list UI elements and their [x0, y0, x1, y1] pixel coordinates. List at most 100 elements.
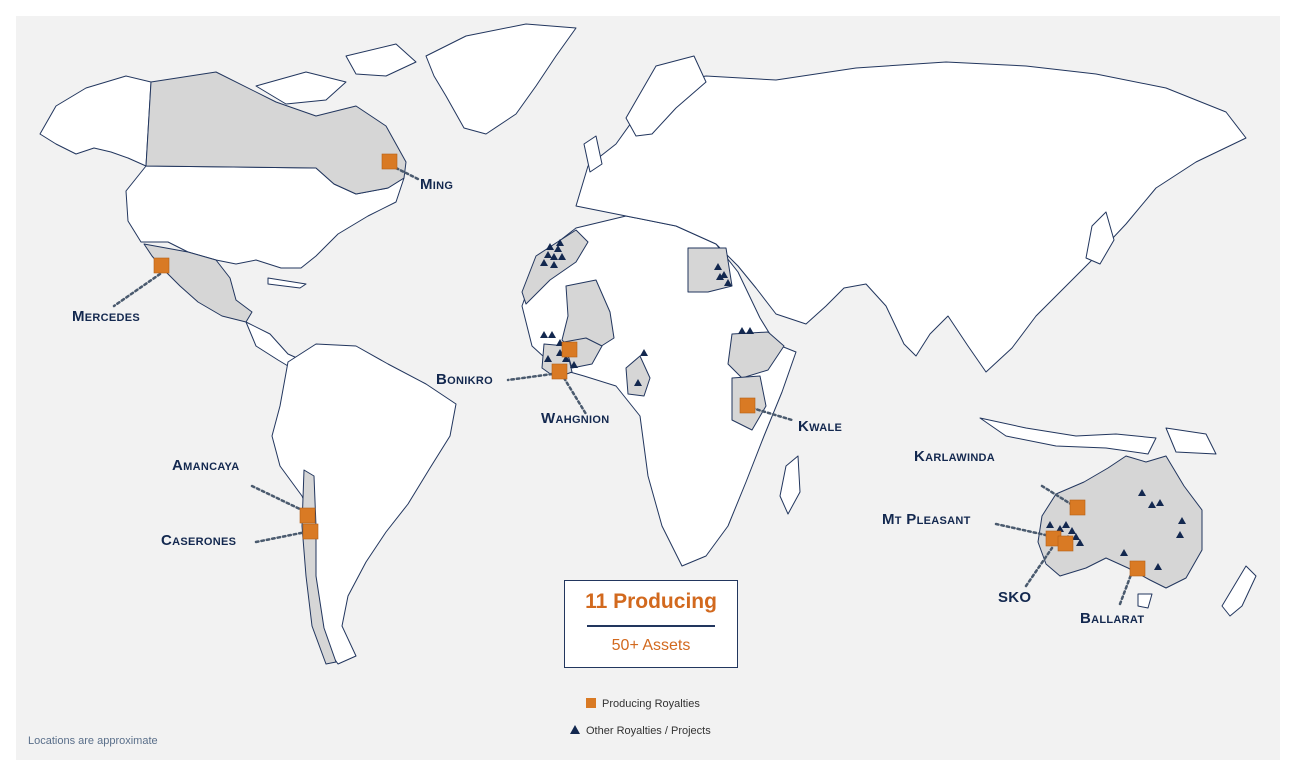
triangle-icon: [544, 355, 552, 362]
label-amancaya: Amancaya: [172, 457, 240, 474]
triangle-icon: [634, 379, 642, 386]
eurasia-shape: [575, 61, 1247, 373]
label-ming: Ming: [420, 176, 454, 193]
japan-shape: [1085, 211, 1115, 265]
triangle-icon: [558, 253, 566, 260]
arctic-islands-shape: [255, 71, 347, 105]
new-guinea-shape: [1165, 427, 1217, 455]
triangle-icon: [570, 725, 580, 734]
triangle-icon: [554, 245, 562, 252]
tasmania-shape: [1137, 593, 1153, 609]
label-sko: SKO: [998, 589, 1032, 606]
asset-count: 50+ Assets: [611, 636, 691, 654]
other-royalty-markers: [540, 239, 1186, 570]
producing-royalty-markers: [153, 153, 1146, 577]
square-icon-karlawinda: [1069, 499, 1086, 516]
square-icon-ballarat: [1129, 560, 1146, 577]
triangle-icon: [1120, 549, 1128, 556]
triangle-icon: [1154, 563, 1162, 570]
label-caserones: Caserones: [161, 532, 237, 549]
triangle-icon: [716, 273, 724, 280]
triangle-icon: [570, 361, 578, 368]
leader-mt-pleasant: [994, 522, 1052, 538]
leader-wahgnion: [562, 376, 588, 416]
triangle-icon: [562, 355, 570, 362]
leader-ming: [394, 166, 422, 182]
square-icon-sko: [1057, 535, 1074, 552]
triangle-icon: [1138, 489, 1146, 496]
triangle-icon: [1072, 533, 1080, 540]
leader-karlawinda: [1040, 484, 1076, 508]
leader-kwale: [750, 406, 794, 422]
alaska-shape: [39, 75, 152, 167]
ethiopia-shape: [727, 331, 785, 379]
cameroon-shape: [625, 355, 651, 397]
legend-other-label: Other Royalties / Projects: [586, 725, 711, 737]
greenland-shape: [425, 23, 577, 135]
square-icon-caserones: [302, 523, 319, 540]
triangle-icon: [640, 349, 648, 356]
triangle-icon: [720, 271, 728, 278]
indonesia-shape: [979, 417, 1157, 455]
footnote: Locations are approximate: [28, 735, 158, 747]
triangle-icon: [1156, 499, 1164, 506]
label-mt-pleasant: Mt Pleasant: [882, 511, 971, 528]
triangle-icon: [550, 261, 558, 268]
leader-sko: [1024, 546, 1054, 588]
triangle-icon: [546, 243, 554, 250]
square-icon: [586, 698, 596, 708]
arctic-islands-shape-2: [345, 43, 417, 77]
triangle-icon: [1076, 539, 1084, 546]
label-kwale: Kwale: [798, 418, 843, 435]
label-bonikro: Bonikro: [436, 371, 493, 388]
producing-count: 11 Producing: [585, 590, 717, 613]
leader-mercedes: [112, 272, 162, 308]
leader-caserones: [254, 530, 308, 544]
triangle-icon: [1148, 501, 1156, 508]
triangle-icon: [1062, 521, 1070, 528]
triangle-icon: [1176, 531, 1184, 538]
triangle-icon: [1046, 521, 1054, 528]
triangle-icon: [714, 263, 722, 270]
triangle-icon: [544, 251, 552, 258]
square-icon-bonikro: [551, 363, 568, 380]
scandinavia-shape: [625, 55, 707, 137]
map-panel: Ming Mercedes Bonikro Wahgnion Kwale Ama…: [16, 16, 1280, 760]
new-zealand-shape: [1221, 565, 1257, 617]
triangle-icon: [1068, 527, 1076, 534]
square-icon-amancaya: [299, 507, 316, 524]
label-mercedes: Mercedes: [72, 308, 141, 325]
summary-box: 11 Producing 50+ Assets: [564, 580, 738, 668]
leader-amancaya: [250, 484, 308, 514]
label-wahgnion: Wahgnion: [541, 410, 610, 427]
legend-producing-label: Producing Royalties: [602, 698, 700, 710]
triangle-icon: [1056, 525, 1064, 532]
madagascar-shape: [779, 455, 801, 515]
square-icon-wahgnion: [561, 341, 578, 358]
triangle-icon: [550, 253, 558, 260]
world-map: [39, 23, 1257, 665]
legend-other: Other Royalties / Projects: [570, 725, 711, 737]
square-icon-mercedes: [153, 257, 170, 274]
triangle-icon: [746, 327, 754, 334]
south-america-shape: [271, 343, 457, 665]
triangle-icon: [1178, 517, 1186, 524]
triangle-icon: [548, 331, 556, 338]
square-icon-kwale: [739, 397, 756, 414]
triangle-icon: [738, 327, 746, 334]
leader-bonikro: [506, 372, 554, 382]
leader-ballarat: [1118, 570, 1134, 606]
square-icon-ming: [381, 153, 398, 170]
egypt-shape: [687, 247, 733, 293]
triangle-icon: [540, 331, 548, 338]
australia-shape: [1037, 455, 1203, 589]
uk-shape: [583, 135, 603, 173]
legend-producing: Producing Royalties: [586, 698, 700, 710]
triangle-icon: [724, 279, 732, 286]
summary-divider: [587, 625, 715, 627]
canada-shape: [145, 71, 407, 195]
label-karlawinda: Karlawinda: [914, 448, 996, 465]
cuba-shape: [267, 277, 307, 289]
triangle-icon: [540, 259, 548, 266]
triangle-icon: [556, 239, 564, 246]
